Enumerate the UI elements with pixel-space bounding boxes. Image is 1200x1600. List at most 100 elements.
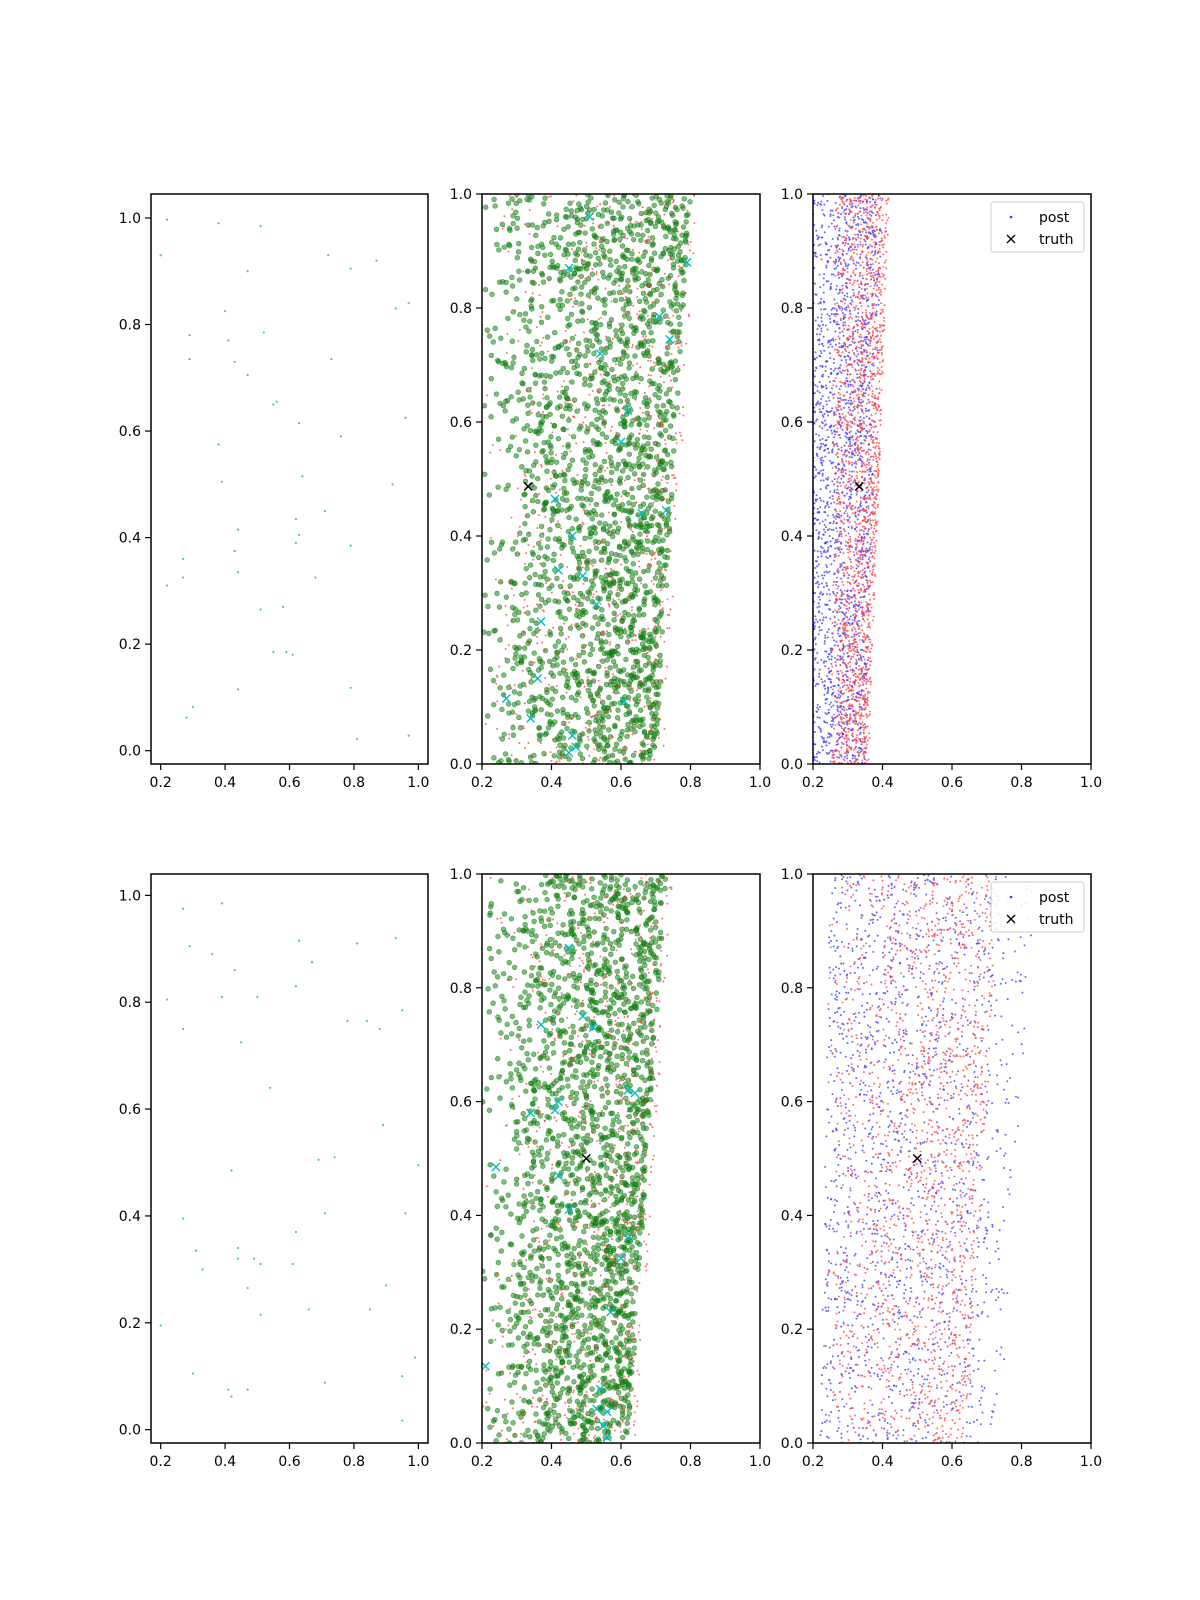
blue-sample-point [859,596,862,599]
blue-sample-point [815,710,818,713]
green-sample-point [625,672,631,678]
blue-sample-point [827,225,830,228]
green-sample-point [619,322,625,328]
red-sample-point [566,565,569,568]
blue-sample-point [843,652,846,655]
red-sample-point [672,477,675,480]
green-sample-point [658,608,665,615]
blue-sample-point [846,354,849,357]
green-sample-point [620,306,627,312]
green-sample-point [623,565,630,572]
red-sample-point [582,597,585,600]
red-sample-point [504,657,507,660]
blue-sample-point [873,284,876,287]
blue-sample-point [813,358,816,361]
green-sample-point [562,213,569,220]
blue-sample-point [854,438,857,441]
red-sample-point [647,661,650,664]
sample-dot [272,403,275,406]
blue-sample-point [836,215,839,218]
red-sample-point [652,501,655,504]
red-sample-point [547,195,550,198]
green-sample-point [503,279,509,286]
red-sample-point [617,558,620,561]
blue-sample-point [848,442,851,445]
green-sample-point [510,732,517,738]
red-sample-point [609,641,612,644]
blue-sample-point [830,725,833,728]
red-sample-point [619,613,622,616]
green-sample-point [676,314,682,320]
red-sample-point [539,315,542,318]
green-sample-point [597,441,603,447]
green-sample-point [533,352,540,358]
red-sample-point [652,441,655,444]
blue-sample-point [850,506,853,509]
green-sample-point [576,613,583,620]
green-sample-point [605,705,612,711]
green-sample-point [582,376,588,382]
green-sample-point [599,379,605,386]
blue-sample-point [861,573,864,576]
green-sample-point [585,511,592,517]
blue-sample-point [819,349,822,352]
green-sample-point [607,665,613,671]
green-sample-point [614,491,620,497]
blue-sample-point [831,307,834,310]
blue-sample-point [858,678,861,681]
green-sample-point [592,568,598,574]
red-sample-point [627,346,630,349]
sample-dot [327,254,330,257]
red-sample-point [635,501,638,504]
green-sample-point [631,394,638,400]
red-sample-point [634,722,637,725]
green-sample-point [670,369,677,375]
red-sample-point [840,535,843,538]
red-sample-point [627,525,630,528]
green-sample-point [629,578,636,585]
green-sample-point [540,447,546,454]
green-sample-point [591,483,597,490]
red-sample-point [516,535,519,538]
blue-sample-point [821,464,824,467]
blue-sample-point [815,682,818,685]
red-sample-point [642,314,645,317]
sample-dot [236,528,240,531]
green-sample-point [619,330,626,337]
red-sample-point [658,528,661,531]
blue-sample-point [813,759,816,762]
green-sample-point [606,727,612,733]
blue-sample-point [846,515,849,518]
blue-sample-point [844,435,847,438]
blue-sample-point [848,618,851,621]
red-sample-point [561,269,564,272]
blue-sample-point [816,338,819,341]
red-sample-point [660,679,663,682]
blue-sample-point [814,369,817,372]
green-sample-point [624,353,630,359]
blue-sample-point [814,743,817,746]
blue-sample-point [816,234,819,237]
blue-sample-point [873,253,876,256]
blue-sample-point [856,518,859,521]
green-sample-point [539,532,545,539]
green-sample-point [619,380,626,387]
red-sample-point [612,598,615,601]
blue-sample-point [835,514,838,517]
red-sample-point [509,581,512,584]
red-sample-point [653,718,656,721]
red-sample-point [535,603,538,606]
blue-sample-point [828,528,831,531]
green-sample-point [608,550,615,557]
blue-sample-point [827,689,830,692]
blue-sample-point [840,725,843,728]
red-sample-point [677,230,680,233]
blue-sample-point [861,748,864,751]
red-sample-point [574,603,577,606]
red-sample-point [560,629,563,632]
blue-sample-point [853,454,856,457]
blue-sample-point [838,655,841,658]
green-sample-point [626,315,632,322]
blue-sample-point [832,580,835,583]
blue-sample-point [844,544,847,547]
